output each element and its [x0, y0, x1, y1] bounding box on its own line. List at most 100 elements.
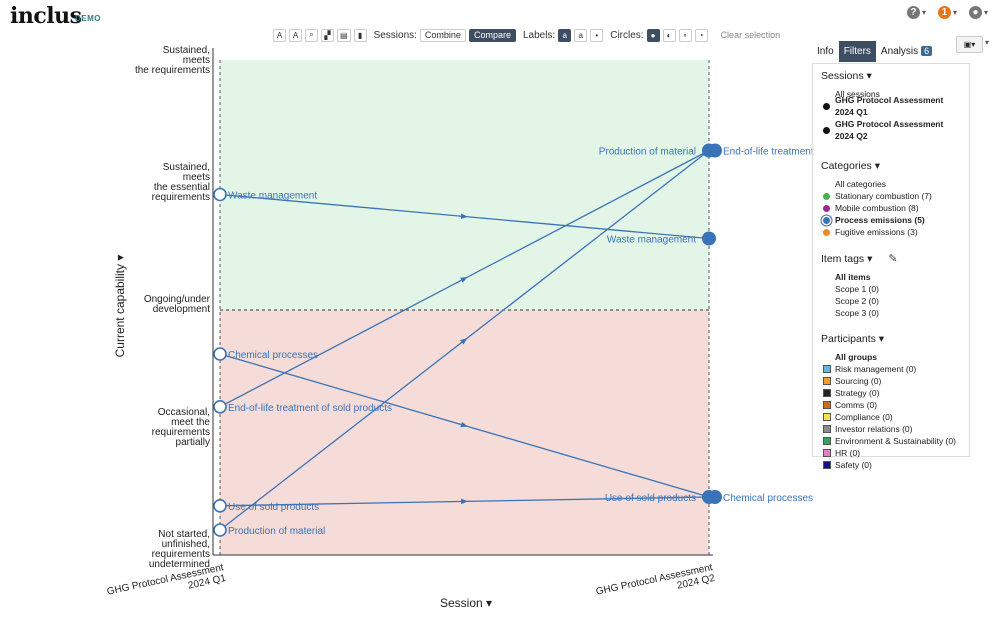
trend-arrow — [459, 277, 468, 283]
participants-title[interactable]: Participants ▾ — [821, 333, 885, 345]
q1-point-label: Use of sold products — [228, 502, 319, 513]
participant-item[interactable]: Strategy (0) — [823, 387, 961, 399]
category-label: Fugitive emissions (3) — [835, 227, 918, 237]
clear-selection-link[interactable]: Clear selection — [720, 30, 781, 40]
sessions-title[interactable]: Sessions ▾ — [821, 70, 872, 82]
labels-label: Labels: — [522, 29, 556, 41]
category-color-icon — [823, 192, 830, 200]
tag-item[interactable]: Scope 1 (0) — [835, 284, 879, 294]
participant-label: Compliance (0) — [835, 412, 893, 422]
participant-item[interactable]: Safety (0) — [823, 459, 961, 471]
labels-none-button[interactable]: • — [590, 28, 604, 42]
participant-item[interactable]: Sourcing (0) — [823, 375, 961, 387]
participant-item[interactable]: Investor relations (0) — [823, 423, 961, 435]
q1-point — [213, 498, 227, 513]
participant-color-icon — [823, 365, 831, 373]
user-icon: ● — [968, 6, 982, 19]
circles-cluster-button[interactable]: ∘ — [678, 28, 692, 42]
more-menu-icon[interactable]: ▾ — [985, 38, 990, 47]
all-groups[interactable]: All groups — [835, 352, 878, 362]
y-level-label: Not started, unfinished, requirements undet… — [149, 529, 210, 570]
category-item[interactable]: Mobile combustion (8) — [823, 202, 961, 214]
q1-point — [213, 399, 227, 414]
combine-button[interactable]: Combine — [419, 28, 466, 42]
q1-point — [213, 523, 227, 537]
participants-section: Participants ▾ All groups Risk managemen… — [821, 333, 961, 471]
tab-analysis[interactable]: Analysis 6 — [876, 44, 937, 59]
help-menu[interactable]: ? ▾ — [906, 6, 926, 19]
category-color-icon — [823, 228, 830, 236]
all-sessions[interactable]: All sessions — [835, 89, 880, 99]
q1-point-label: Production of material — [228, 526, 325, 537]
logo-demo-tag: DEMO — [75, 14, 101, 23]
labels-short-button[interactable]: a — [574, 28, 588, 42]
categories-title[interactable]: Categories ▾ — [821, 160, 880, 172]
bullet-icon — [823, 102, 830, 110]
filters-panel: Info Filters Analysis 6 Sessions ▾ All se… — [812, 41, 970, 470]
chevron-down-icon: ▾ — [952, 8, 957, 17]
participant-item[interactable]: Risk management (0) — [823, 363, 961, 375]
zone-band — [220, 310, 709, 555]
tab-filters[interactable]: Filters — [838, 41, 876, 62]
category-color-icon — [823, 216, 830, 224]
participant-label: Environment & Sustainability (0) — [835, 436, 956, 446]
x-axis-title[interactable]: Session ▾ — [440, 596, 493, 610]
participant-item[interactable]: Comms (0) — [823, 399, 961, 411]
participant-color-icon — [823, 461, 831, 469]
participant-label: Comms (0) — [835, 400, 878, 410]
tag-item[interactable]: Scope 2 (0) — [835, 296, 879, 306]
chevron-down-icon: ▾ — [983, 8, 988, 17]
font-smaller-button[interactable]: A — [273, 28, 286, 42]
category-item[interactable]: Stationary combustion (7) — [823, 190, 961, 202]
notifications-menu[interactable]: 1 ▾ — [937, 6, 957, 19]
filters-box: Sessions ▾ All sessions GHG Protocol Ass… — [812, 63, 970, 470]
layout-icon[interactable]: ▞ — [321, 28, 334, 42]
panel-tabs: Info Filters Analysis 6 — [812, 41, 970, 62]
zoom-icon[interactable]: ⌕ — [305, 28, 318, 42]
participant-item[interactable]: HR (0) — [823, 447, 961, 459]
participant-list: Risk management (0) Sourcing (0) Strategy … — [821, 363, 961, 471]
category-item[interactable]: Fugitive emissions (3) — [823, 226, 961, 238]
top-icons: ? ▾ 1 ▾ ● ▾ — [906, 6, 988, 19]
edit-icon[interactable]: ✎ — [888, 253, 898, 265]
participant-color-icon — [823, 449, 831, 457]
compare-button[interactable]: Compare — [468, 28, 516, 42]
y-level-label: Occasional, meet the requirements partially — [152, 407, 211, 448]
help-icon: ? — [906, 6, 920, 19]
user-menu[interactable]: ● ▾ — [968, 6, 988, 19]
category-item[interactable]: Process emissions (5) — [823, 214, 961, 226]
top-bar: inclus DEMO ? ▾ 1 ▾ ● ▾ — [0, 0, 1000, 32]
circles-label: Circles: — [610, 29, 644, 41]
export-icon[interactable]: ▤ — [337, 28, 351, 42]
q2-point-label: End-of-life treatment — [723, 147, 814, 158]
participant-item[interactable]: Environment & Sustainability (0) — [823, 435, 961, 447]
info-icon[interactable]: ▮ — [353, 28, 367, 42]
all-items[interactable]: All items — [835, 272, 871, 282]
tab-info[interactable]: Info — [817, 46, 834, 57]
save-icon: ▣▾ — [963, 40, 976, 49]
participant-label: Safety (0) — [835, 460, 872, 470]
item-tags-title[interactable]: Item tags ▾ ✎ — [821, 253, 898, 265]
participant-label: Risk management (0) — [835, 364, 917, 374]
circles-default-button[interactable]: ● — [646, 28, 660, 42]
font-larger-button[interactable]: A — [289, 28, 302, 42]
logo[interactable]: inclus — [10, 3, 82, 29]
circles-pie-button[interactable]: ◔ — [694, 28, 708, 42]
y-axis-title[interactable]: Current capability ▾ — [113, 254, 127, 358]
participant-item[interactable]: Compliance (0) — [823, 411, 961, 423]
circles-variant-button[interactable]: ◐ — [662, 28, 676, 42]
session-item[interactable]: GHG Protocol Assessment 2024 Q2 — [823, 119, 961, 141]
save-button[interactable]: ▣▾ — [956, 36, 983, 53]
category-label: Stationary combustion (7) — [835, 191, 932, 201]
bullet-icon — [823, 126, 830, 134]
participant-color-icon — [823, 389, 831, 397]
notification-badge: 1 — [937, 6, 951, 19]
tag-item[interactable]: Scope 3 (0) — [835, 308, 879, 318]
q2-point-label: Use of sold products — [605, 493, 696, 504]
participant-color-icon — [823, 401, 831, 409]
session-item[interactable]: GHG Protocol Assessment 2024 Q1 — [823, 95, 961, 117]
all-categories[interactable]: All categories — [835, 179, 887, 189]
labels-full-button[interactable]: a — [558, 28, 572, 42]
q1-point-label: Waste management — [228, 191, 317, 202]
